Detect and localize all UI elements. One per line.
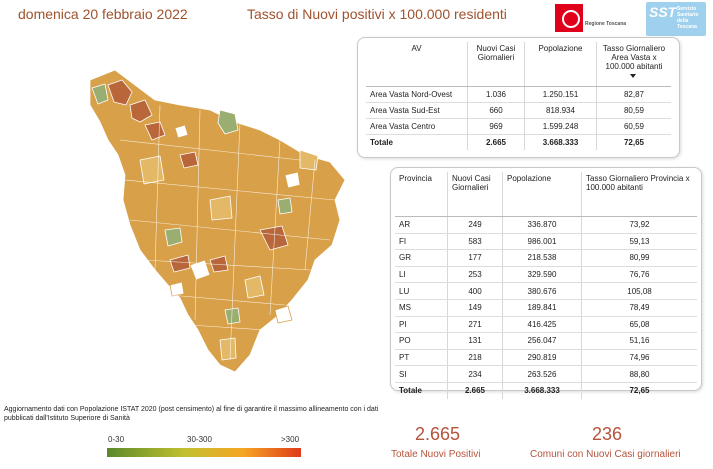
legend-high-label: >300: [281, 435, 300, 444]
table-row[interactable]: LI 253 329.590 76,76: [395, 266, 697, 284]
table-row[interactable]: FI 583 986.001 59,13: [395, 233, 697, 251]
map-region-dark[interactable]: [209, 255, 229, 273]
map-region-white[interactable]: [189, 259, 211, 281]
map-region-dark[interactable]: [179, 151, 199, 169]
table-row[interactable]: PO 131 256.047 51,16: [395, 332, 697, 350]
tuscany-choropleth-map[interactable]: [60, 60, 360, 390]
sst-logo: SST Servizio Sanitario della Toscana: [646, 2, 706, 36]
regione-toscana-logo: Regione Toscana: [555, 4, 643, 32]
map-region-light[interactable]: [244, 275, 265, 299]
map-region-white[interactable]: [274, 305, 293, 324]
table-row[interactable]: GR 177 218.538 80,99: [395, 249, 697, 267]
header-date: domenica 20 febbraio 2022: [18, 6, 188, 22]
table-row[interactable]: LU 400 380.676 105,08: [395, 282, 697, 300]
comuni-label: Comuni con Nuovi Casi giornalieri: [530, 449, 681, 460]
map-region-light[interactable]: [139, 155, 165, 185]
map-region-main[interactable]: [89, 69, 346, 373]
table-row[interactable]: PT 218 290.819 74,96: [395, 349, 697, 367]
provincia-table: Provincia Nuovi Casi Giornalieri Popolaz…: [395, 172, 697, 399]
provincia-card: Provincia Nuovi Casi Giornalieri Popolaz…: [390, 167, 702, 399]
map-region-dark[interactable]: [169, 254, 191, 273]
pegasus-icon: [555, 4, 583, 32]
map-region-white[interactable]: [284, 171, 301, 189]
map-region-green[interactable]: [224, 307, 241, 325]
map-region-green[interactable]: [277, 197, 293, 215]
municipality-borders: [119, 104, 336, 361]
map-region-light[interactable]: [219, 337, 237, 361]
map-region-dark[interactable]: [259, 225, 289, 251]
total-positive-value: 2.665: [415, 424, 461, 444]
legend-mid-label: 30-300: [187, 435, 212, 444]
table-row[interactable]: PI 271 416.425 65,08: [395, 316, 697, 334]
col-header-population[interactable]: Popolazione: [524, 42, 597, 87]
map-region-dark[interactable]: [144, 121, 166, 141]
table-row[interactable]: AR 249 336.870 73,92: [395, 216, 697, 234]
map-region-light[interactable]: [209, 195, 233, 221]
sort-desc-icon[interactable]: [629, 73, 636, 78]
map-region-green[interactable]: [91, 83, 109, 105]
area-vasta-card: AV Nuovi Casi Giornalieri Popolazione Ta…: [357, 37, 680, 158]
map-region-green[interactable]: [217, 109, 239, 135]
col-header-provincia[interactable]: Provincia: [395, 172, 448, 217]
area-vasta-table: AV Nuovi Casi Giornalieri Popolazione Ta…: [366, 42, 671, 150]
comuni-value: 236: [592, 424, 623, 444]
col-header-new-cases[interactable]: Nuovi Casi Giornalieri: [467, 42, 525, 87]
table-row[interactable]: Area Vasta Centro 969 1.599.248 60,59: [366, 118, 671, 135]
col-header-rate[interactable]: Tasso Giornaliero Area Vasta x 100.000 a…: [596, 42, 671, 87]
legend-low-label: 0-30: [108, 435, 125, 444]
map-region-white[interactable]: [174, 124, 189, 139]
total-positive-label: Totale Nuovi Positivi: [391, 449, 481, 460]
col-header-population[interactable]: Popolazione: [502, 172, 582, 217]
map-region-white[interactable]: [169, 281, 185, 297]
table-row[interactable]: SI 234 263.526 88,80: [395, 365, 697, 383]
map-region-north-dark[interactable]: [129, 99, 153, 123]
footnote: Aggiornamento dati con Popolazione ISTAT…: [4, 406, 379, 422]
table-row[interactable]: Area Vasta Sud-Est 660 818.934 80,59: [366, 102, 671, 119]
col-header-av[interactable]: AV: [366, 42, 468, 87]
map-region-north-dark[interactable]: [107, 79, 133, 106]
map-region-light[interactable]: [299, 149, 319, 171]
col-header-rate[interactable]: Tasso Giornaliero Provincia x 100.000 ab…: [581, 172, 697, 217]
map-region-green[interactable]: [164, 227, 183, 247]
page-title: Tasso di Nuovi positivi x 100.000 reside…: [247, 6, 507, 22]
table-row[interactable]: Area Vasta Nord-Ovest 1.036 1.250.151 82…: [366, 86, 671, 103]
col-header-new-cases[interactable]: Nuovi Casi Giornalieri: [447, 172, 503, 217]
table-total-row: Totale 2.665 3.668.333 72,65: [395, 382, 697, 399]
legend-color-scale: [107, 448, 301, 457]
table-total-row: Totale 2.665 3.668.333 72,65: [366, 134, 671, 150]
table-row[interactable]: MS 149 189.841 78,49: [395, 299, 697, 317]
